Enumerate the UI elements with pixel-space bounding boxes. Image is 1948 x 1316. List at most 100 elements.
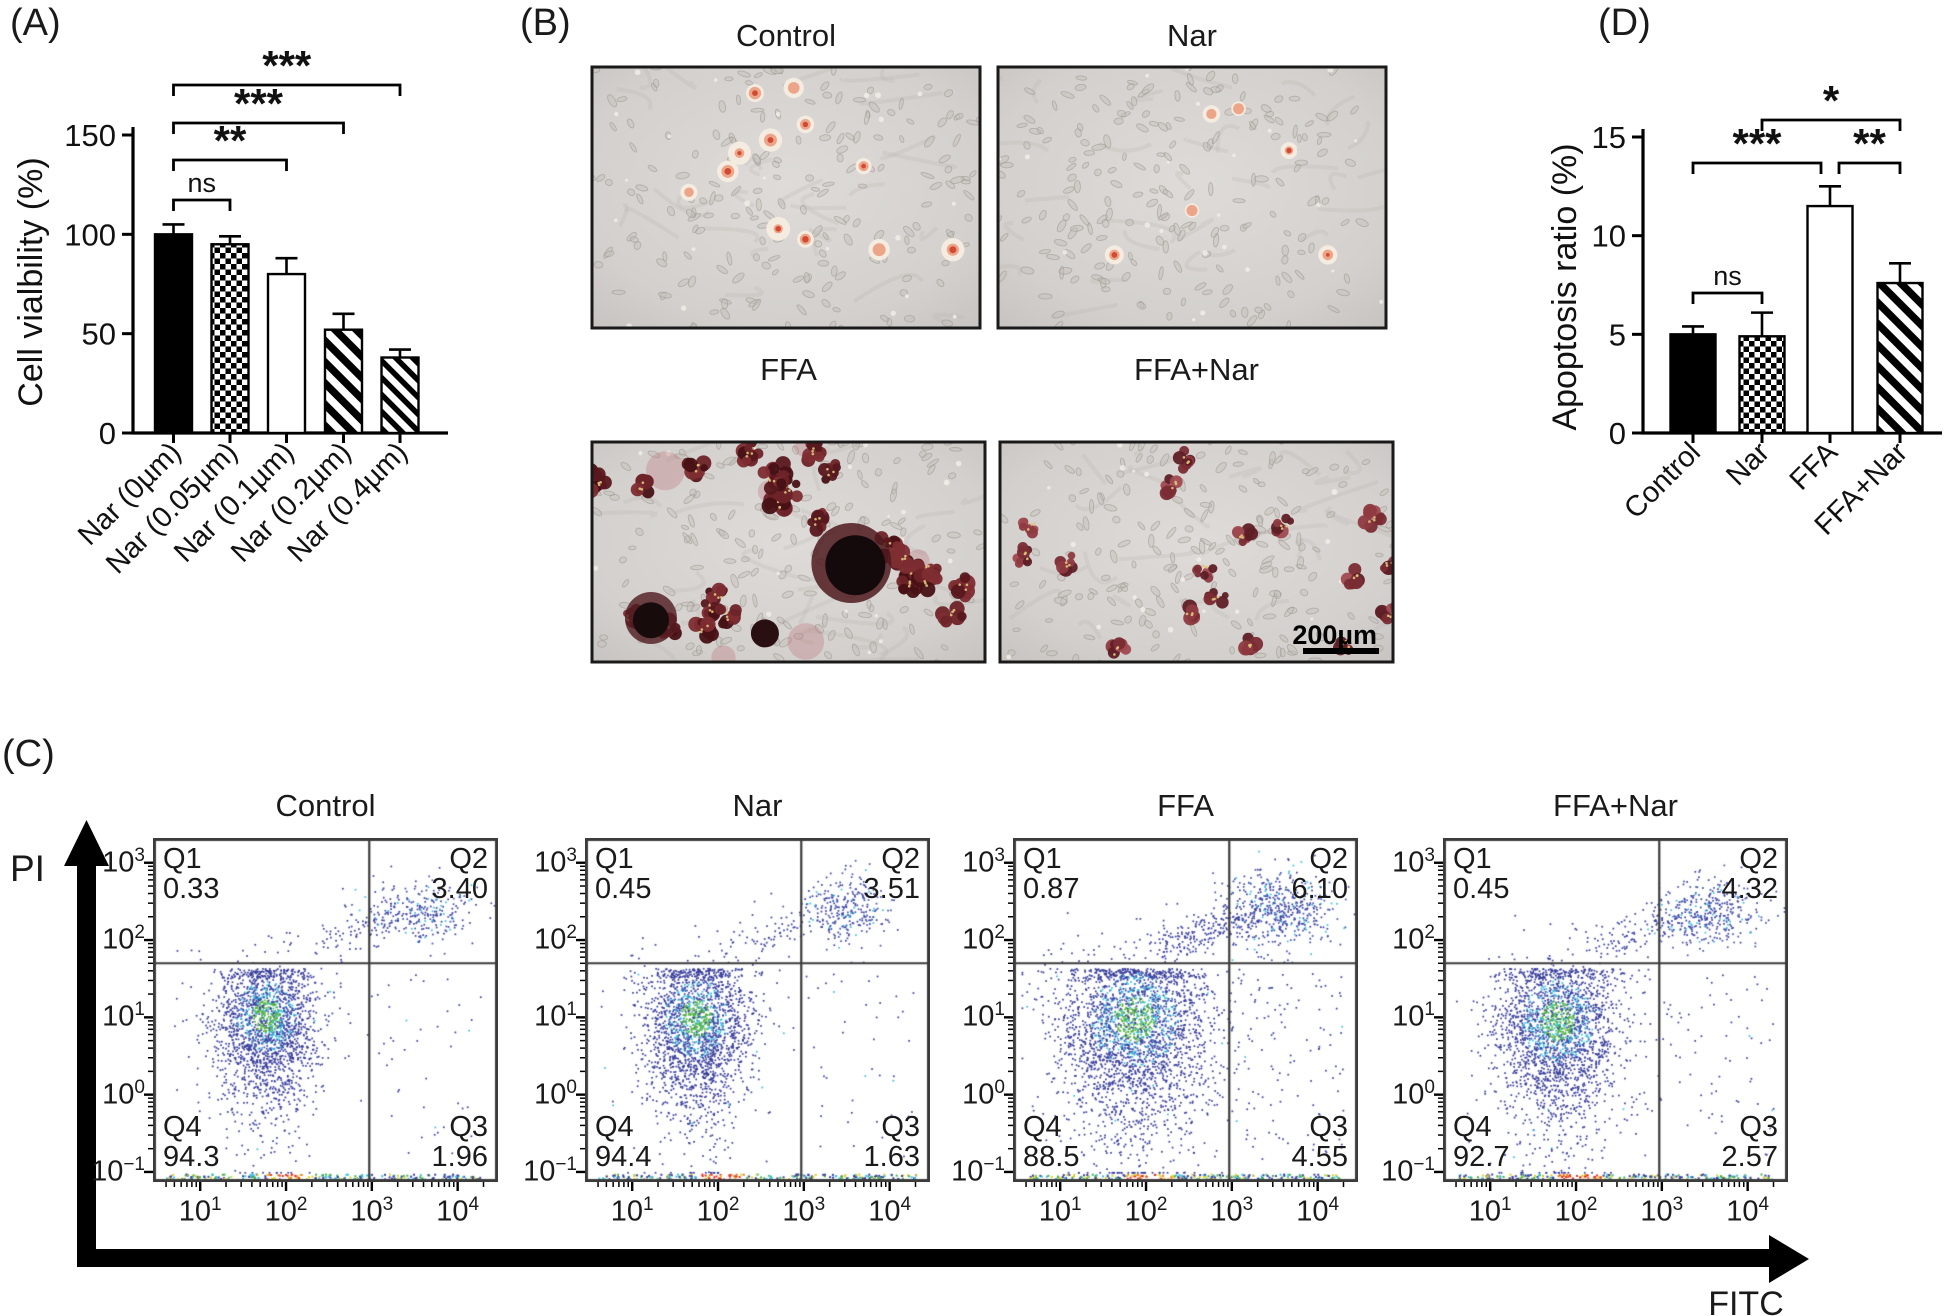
flow-y-tick-label: 102 (495, 922, 577, 957)
tick-base: 10 (102, 1001, 135, 1033)
quadrant-value: 2.57 (1721, 1141, 1778, 1174)
tick-exponent: 4 (1328, 1194, 1340, 1215)
tick-exponent: 3 (134, 844, 145, 866)
quadrant-name: Q4 (1023, 1111, 1062, 1143)
quadrant-label-q4-ffa: Q4 88.5 (1023, 1112, 1173, 1172)
scale-bar (1303, 648, 1379, 654)
quadrant-label-q4-nar: Q4 94.4 (595, 1112, 745, 1172)
flow-axis-arrows (64, 820, 1809, 1283)
panel-a-label: (A) (10, 2, 61, 44)
tick-exponent: 0 (566, 1076, 577, 1098)
tick-exponent: 1 (643, 1194, 654, 1215)
tick-base: 10 (1468, 1195, 1502, 1228)
tick-base: 10 (1392, 1001, 1425, 1033)
tick-base: 10 (1210, 1195, 1243, 1228)
flow-y-tick-label: 10−1 (495, 1154, 577, 1189)
flow-scatter-ffa-nar (1443, 838, 1788, 1182)
tick-exponent: 0 (1424, 1076, 1435, 1098)
bar-nar-0-m (153, 233, 194, 435)
micrograph-ffa-nar: 200µm (998, 440, 1395, 664)
panel-d-y-tick-label: 15 (1592, 120, 1626, 155)
flow-axes-control (144, 861, 485, 1191)
tick-exponent: 3 (994, 844, 1005, 866)
quadrant-value: 6.10 (1291, 873, 1348, 906)
tick-base: 10 (1392, 923, 1425, 956)
flow-y-tick-label: 100 (1353, 1077, 1435, 1112)
significance-label: *** (1732, 120, 1782, 167)
micrograph-title-nar: Nar (1167, 18, 1217, 53)
tick-exponent: 1 (1071, 1194, 1082, 1215)
quadrant-label-q3-control: Q3 1.96 (338, 1112, 488, 1172)
flow-x-tick-label: 103 (1197, 1194, 1267, 1229)
panel-a-y-tick-label: 0 (99, 416, 116, 451)
tick-base: 10 (534, 923, 567, 956)
panel-d-y-tick-label: 10 (1592, 219, 1626, 254)
flow-y-tick-label: 103 (495, 845, 577, 880)
tick-exponent: 3 (1424, 844, 1435, 866)
flow-scatter-control (153, 838, 498, 1182)
quadrant-name: Q1 (1453, 843, 1492, 875)
tick-exponent: −1 (555, 1153, 577, 1175)
quadrant-value: 0.45 (595, 873, 652, 906)
tick-base: 10 (102, 846, 135, 879)
flow-x-tick-label: 102 (683, 1194, 753, 1229)
bar-ffa-nar (1876, 281, 1924, 435)
flow-y-tick-label: 103 (923, 845, 1005, 880)
tick-exponent: 2 (994, 922, 1005, 944)
flow-x-tick-label: 102 (1541, 1194, 1611, 1229)
fitc-axis-arrow-shaft (77, 1249, 1769, 1267)
tick-exponent: 4 (1758, 1194, 1770, 1215)
tick-exponent: 2 (1156, 1194, 1168, 1215)
flow-y-tick-label: 100 (63, 1077, 145, 1112)
tick-base: 10 (534, 846, 567, 879)
tick-exponent: −1 (983, 1153, 1005, 1175)
quadrant-name: Q2 (881, 843, 920, 875)
tick-exponent: 0 (994, 1076, 1005, 1098)
panel-d-x-category-label: FFA (1784, 436, 1845, 497)
tick-base: 10 (178, 1195, 212, 1228)
tick-exponent: −1 (123, 1153, 145, 1175)
quadrant-value: 88.5 (1023, 1141, 1080, 1174)
flow-y-tick-label: 10−1 (63, 1154, 145, 1189)
flow-y-tick-label: 100 (495, 1077, 577, 1112)
tick-base: 10 (868, 1195, 901, 1228)
quadrant-value: 4.32 (1721, 873, 1778, 906)
flow-y-tick-label: 101 (495, 999, 577, 1034)
pi-axis-arrow-shaft (77, 860, 96, 1267)
tick-base: 10 (962, 846, 995, 879)
quadrant-value: 3.40 (431, 873, 488, 906)
flow-x-tick-label: 104 (1283, 1194, 1353, 1229)
micrograph-ffa (590, 440, 987, 664)
fitc-axis-arrowhead (1769, 1235, 1809, 1283)
flow-axes-ffa-nar (1434, 861, 1775, 1191)
bar-nar-0-2-m (323, 328, 364, 435)
tick-base: 10 (962, 923, 995, 956)
flow-x-tick-label: 101 (597, 1194, 667, 1229)
tick-base: 10 (102, 923, 135, 956)
flow-x-tick-label: 101 (1025, 1194, 1095, 1229)
tick-exponent: 2 (566, 922, 577, 944)
flow-axes-nar (576, 861, 917, 1191)
quadrant-value: 1.96 (431, 1141, 488, 1174)
micrograph-control (590, 65, 982, 330)
flow-plot-title-control: Control (275, 788, 376, 823)
quadrant-name: Q2 (449, 843, 488, 875)
flow-x-tick-label: 102 (251, 1194, 321, 1229)
quadrant-value: 0.87 (1023, 873, 1080, 906)
quadrant-name: Q2 (1309, 843, 1348, 875)
quadrant-value: 1.63 (863, 1141, 920, 1174)
flow-x-tick-label: 102 (1111, 1194, 1181, 1229)
tick-exponent: 2 (134, 922, 145, 944)
tick-exponent: 1 (566, 999, 577, 1021)
tick-base: 10 (91, 1155, 124, 1188)
flow-x-tick-label: 101 (1455, 1194, 1525, 1229)
bar-nar-0-1-m (266, 272, 307, 435)
quadrant-value: 92.7 (1453, 1141, 1510, 1174)
tick-base: 10 (962, 1001, 995, 1033)
bar-ffa (1806, 204, 1854, 435)
quadrant-label-q1-ffa: Q1 0.87 (1023, 844, 1173, 904)
flow-x-tick-label: 104 (855, 1194, 925, 1229)
tick-base: 10 (951, 1155, 984, 1188)
